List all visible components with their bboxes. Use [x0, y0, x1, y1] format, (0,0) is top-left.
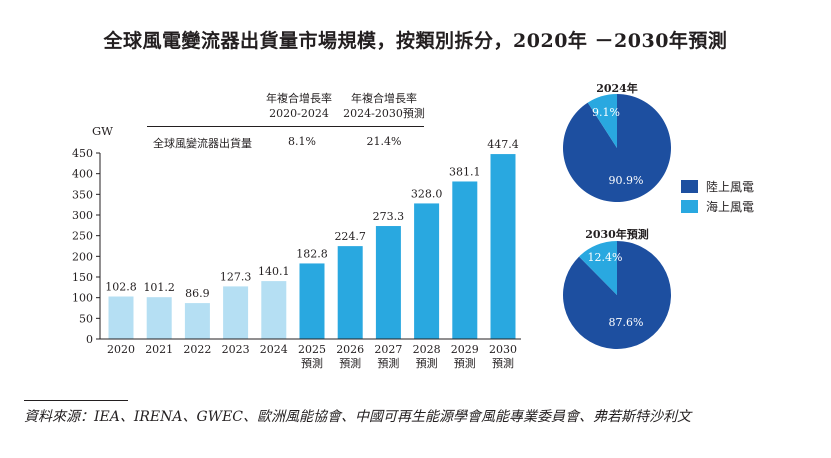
cagr-value-2020-2024: 8.1%: [288, 135, 316, 148]
cagr-header-line1: 年複合增長率: [351, 92, 417, 105]
bar-2021: [146, 297, 172, 339]
cagr-table-rule: [147, 126, 424, 127]
bar-2027: [375, 226, 401, 339]
bar-value-label: 102.8: [105, 281, 137, 294]
legend-label-offshore: 海上風電: [706, 199, 755, 214]
y-tick-label: 350: [72, 188, 93, 201]
y-tick-label: 400: [72, 168, 93, 181]
cagr-header-line2: 2020-2024: [269, 107, 329, 120]
bar-value-label: 101.2: [143, 281, 175, 294]
x-tick-label: 2029: [451, 343, 479, 356]
y-tick-label: 150: [72, 271, 93, 284]
bar-value-label: 140.1: [258, 265, 290, 278]
cagr-header-2020-2024: 年複合增長率 2020-2024: [260, 91, 338, 121]
x-tick-label: 預測: [492, 356, 514, 370]
x-tick-label: 預測: [301, 356, 323, 370]
legend-swatch-offshore: [681, 199, 698, 213]
bar-value-label: 273.3: [373, 210, 405, 223]
bar-value-label: 224.7: [334, 230, 366, 243]
y-tick-label: 100: [72, 292, 93, 305]
x-tick-label: 2027: [374, 343, 402, 356]
pie-2030-label-onshore: 87.6%: [609, 316, 644, 329]
bar-value-label: 127.3: [220, 270, 252, 283]
cagr-header-line2: 2024-2030預測: [343, 107, 425, 120]
pie-2024-label-offshore: 9.1%: [592, 106, 620, 119]
x-tick-label: 2023: [222, 343, 250, 356]
legend-item-offshore: 海上風電: [681, 196, 754, 216]
cagr-value-2024-2030: 21.4%: [366, 135, 402, 148]
bar-2023: [223, 286, 249, 339]
x-tick-label: 2025: [298, 343, 326, 356]
pie-2024-label-onshore: 90.9%: [609, 174, 644, 187]
bar-value-label: 381.1: [449, 165, 481, 178]
x-tick-label: 2022: [183, 343, 211, 356]
bar-2028: [414, 203, 440, 339]
source-rule: [24, 400, 128, 401]
legend-swatch-onshore: [681, 179, 698, 193]
y-axis-unit: GW: [92, 124, 114, 138]
bar-2022: [184, 303, 210, 339]
bar-value-label: 328.0: [411, 187, 443, 200]
pie-2024-slice-onshore: [563, 94, 672, 203]
pie-title-2030: 2030年預測: [585, 228, 649, 241]
pie-title-2024: 2024年: [596, 82, 638, 95]
legend-label-onshore: 陸上風電: [706, 179, 755, 194]
x-tick-label: 2024: [260, 343, 288, 356]
y-tick-label: 0: [86, 333, 93, 346]
x-tick-label: 預測: [377, 356, 399, 370]
x-tick-label: 預測: [339, 356, 361, 370]
y-tick-label: 50: [79, 312, 93, 325]
x-tick-label: 2020: [107, 343, 135, 356]
pie-2030-slice-offshore: [579, 241, 617, 295]
bar-2025: [299, 263, 325, 339]
x-tick-label: 2030: [489, 343, 517, 356]
pie-2024-slice-offshore: [587, 94, 617, 148]
cagr-header-2024-2030: 年複合增長率 2024-2030預測: [342, 91, 426, 121]
bar-2020: [108, 296, 134, 339]
bar-value-label: 86.9: [185, 287, 210, 300]
y-tick-label: 250: [72, 230, 93, 243]
cagr-row-label: 全球風變流器出貨量: [153, 137, 252, 150]
bar-2024: [261, 281, 287, 339]
x-tick-label: 預測: [416, 356, 438, 370]
legend-item-onshore: 陸上風電: [681, 176, 754, 196]
x-tick-label: 預測: [454, 356, 476, 370]
cagr-header-line1: 年複合增長率: [266, 92, 332, 105]
legend: 陸上風電 海上風電: [681, 176, 754, 216]
pie-2030-label-offshore: 12.4%: [588, 251, 623, 264]
source-note: 資料來源：IEA、IRENA、GWEC、歐洲風能協會、中國可再生能源學會風能專業…: [24, 409, 692, 425]
y-tick-label: 450: [72, 147, 93, 160]
x-tick-label: 2026: [336, 343, 364, 356]
x-tick-label: 2028: [413, 343, 441, 356]
bar-value-label: 182.8: [296, 247, 328, 260]
y-tick-label: 300: [72, 209, 93, 222]
chart-title: 全球風電變流器出貨量市場規模，按類別拆分，2020年 －2030年預測: [103, 30, 728, 52]
y-tick-label: 200: [72, 250, 93, 263]
bar-2030: [490, 154, 516, 339]
x-tick-label: 2021: [145, 343, 173, 356]
bar-2026: [337, 246, 363, 339]
bar-value-label: 447.4: [487, 138, 519, 151]
bar-2029: [452, 181, 478, 339]
